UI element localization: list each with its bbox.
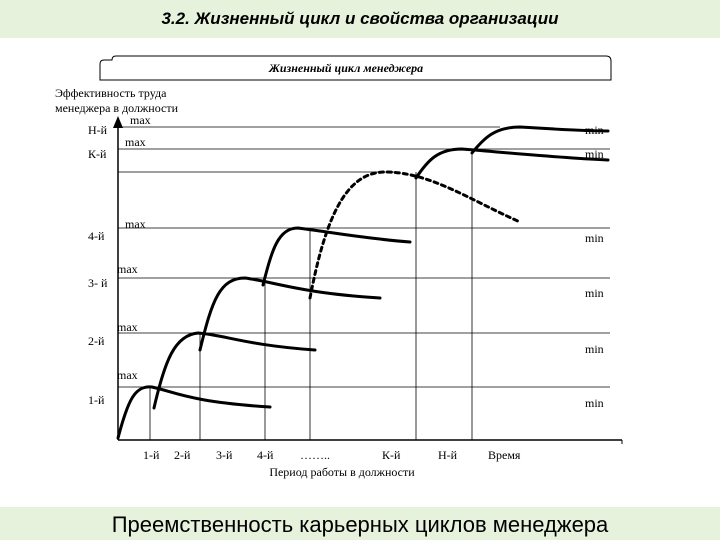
cycle-curve (116, 385, 272, 440)
level-label: 4-й (88, 229, 105, 243)
level-label: К-й (88, 147, 107, 161)
diagram-title-scroll (99, 55, 612, 81)
min-label: min (585, 342, 604, 356)
max-label: max (125, 217, 146, 231)
max-label: max (125, 135, 146, 149)
slide-title: 3.2. Жизненный цикл и свойства организац… (161, 9, 559, 28)
cycle-curve (261, 226, 412, 287)
level-label: 2-й (88, 334, 105, 348)
level-label: 1-й (88, 393, 105, 407)
y-axis-label: менеджера в должности (55, 101, 179, 115)
header-band (0, 0, 720, 38)
min-label: min (585, 123, 604, 137)
max-label: max (117, 368, 138, 382)
diagram-title: Жизненный цикл менеджера (268, 61, 423, 75)
min-label: min (585, 231, 604, 245)
max-label: max (117, 262, 138, 276)
level-label: Н-й (88, 123, 108, 137)
cycle-curve (198, 276, 382, 352)
cycle-curve-dashed (308, 170, 522, 300)
x-axis-title: Период работы в должности (269, 465, 415, 479)
x-label: …….. (300, 448, 330, 462)
y-axis-label: Эффективность труда (55, 86, 167, 100)
level-lines (118, 126, 610, 440)
x-label: 3-й (216, 448, 233, 462)
cycle-curve (152, 331, 317, 410)
footer-band (0, 507, 720, 540)
x-label: К-й (382, 448, 401, 462)
x-label: 4-й (257, 448, 274, 462)
y-axis-arrow (113, 116, 123, 128)
max-label: max (117, 320, 138, 334)
labels: Н-й К-й 4-й 3- й 2-й 1-й max max max max max max min… (88, 113, 604, 479)
x-label: Время (488, 448, 521, 462)
x-label: Н-й (438, 448, 458, 462)
slide-caption: Преемственность карьерных циклов менедже… (112, 512, 609, 537)
level-label: 3- й (88, 276, 108, 290)
min-label: min (585, 396, 604, 410)
max-label: max (130, 113, 151, 127)
cycle-curve (470, 125, 610, 155)
x-label: 1-й (143, 448, 160, 462)
x-label: 2-й (174, 448, 191, 462)
career-curves (116, 125, 610, 440)
min-label: min (585, 286, 604, 300)
min-label: min (585, 147, 604, 161)
